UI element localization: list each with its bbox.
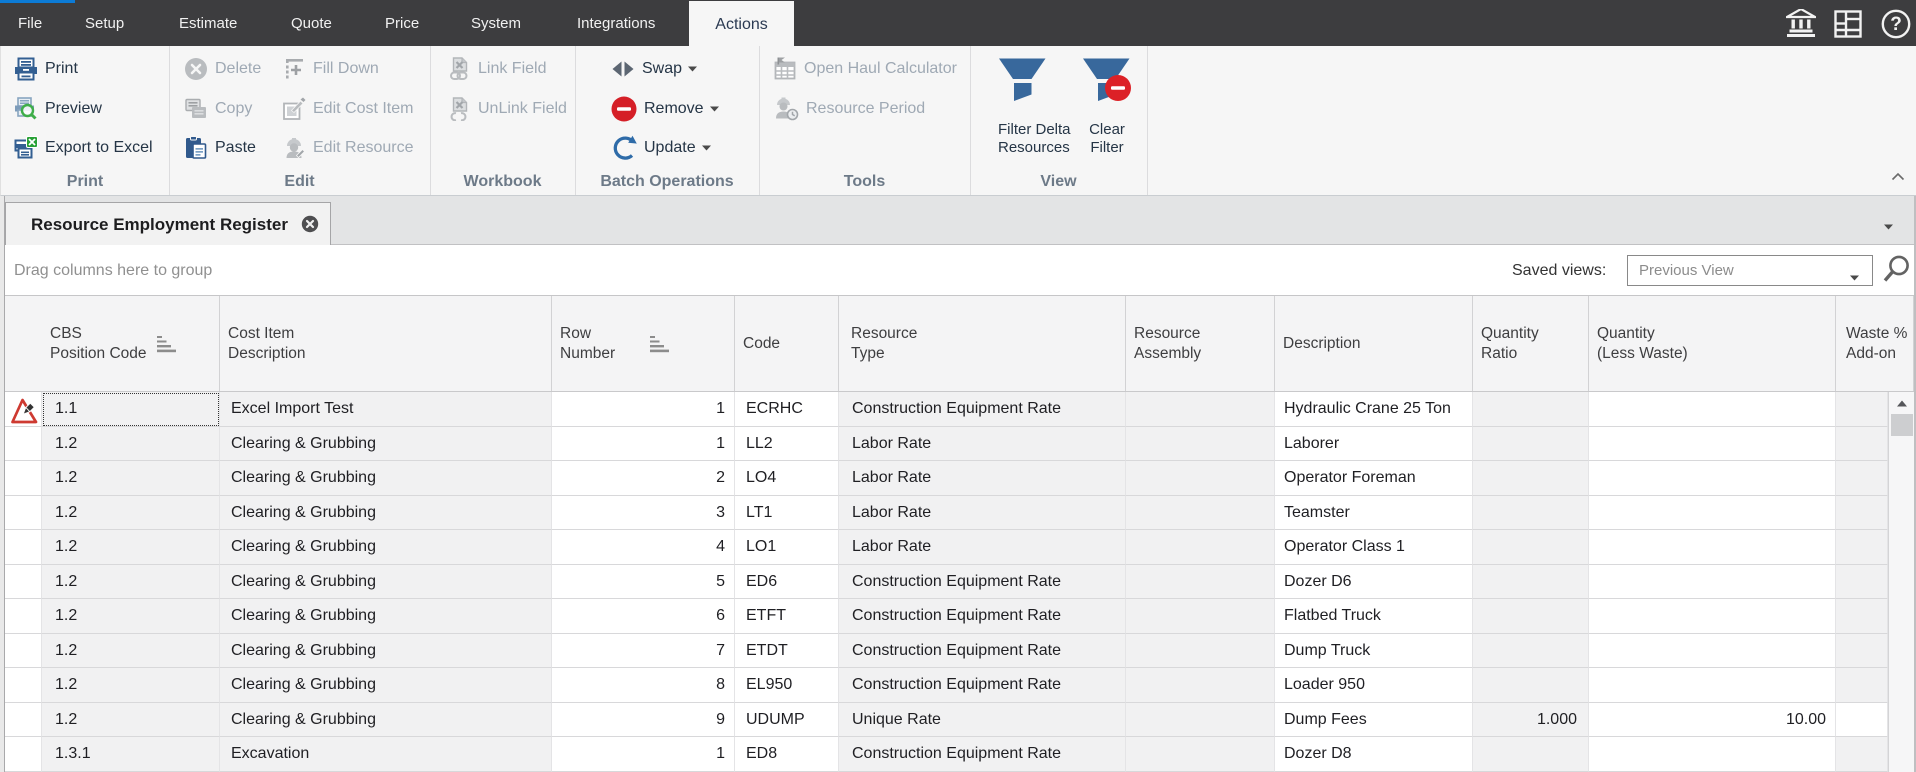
svg-text:?: ? bbox=[1890, 14, 1902, 35]
